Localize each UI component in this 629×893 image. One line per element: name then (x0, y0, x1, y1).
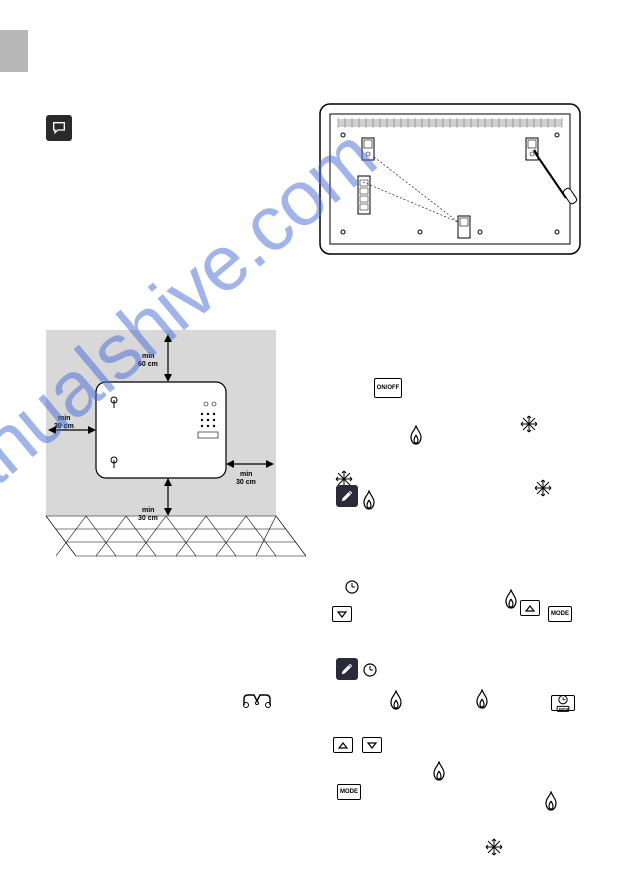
note-pencil-icon (336, 658, 358, 680)
snowflake-icon (534, 479, 552, 502)
flame-icon (361, 490, 377, 515)
svg-text:30 cm: 30 cm (138, 515, 158, 522)
snowflake-icon (520, 415, 538, 438)
arrow-down-button-icon (362, 737, 382, 753)
svg-text:min: min (142, 507, 154, 514)
flame-icon (408, 425, 424, 450)
arrow-up-button-icon (520, 600, 540, 616)
flame-icon (543, 791, 559, 816)
svg-text:MODE: MODE (559, 708, 570, 712)
onoff-button-icon: ON/OFF (374, 378, 402, 398)
flame-icon (474, 689, 490, 714)
arrow-up-button-icon (333, 737, 353, 753)
svg-text:30 cm: 30 cm (236, 479, 256, 486)
speech-bubble-icon (46, 115, 72, 141)
svg-text:min: min (142, 353, 154, 360)
note-pencil-icon (336, 485, 358, 507)
arrow-down-button-icon (332, 606, 352, 622)
flame-icon (431, 761, 447, 786)
mode-button-icon: MODE (337, 784, 361, 800)
gray-tab (0, 30, 28, 72)
snowflake-icon (485, 838, 503, 861)
svg-text:min: min (58, 415, 70, 422)
mode-clock-button-icon: MODE (551, 695, 575, 711)
flame-icon (388, 690, 404, 715)
svg-text:30 cm: 30 cm (54, 423, 74, 430)
clock-icon (345, 580, 359, 599)
svg-text:min: min (240, 471, 252, 478)
device-back-diagram (318, 102, 582, 256)
bracket-icon (240, 691, 274, 711)
flame-icon (503, 589, 519, 614)
svg-text:60 cm: 60 cm (138, 361, 158, 368)
clock-icon (363, 663, 377, 682)
wall-mounting-diagram: min 60 cm min 30 cm min 30 cm min 30 cm (38, 308, 306, 588)
mode-button-icon: MODE (548, 606, 572, 622)
